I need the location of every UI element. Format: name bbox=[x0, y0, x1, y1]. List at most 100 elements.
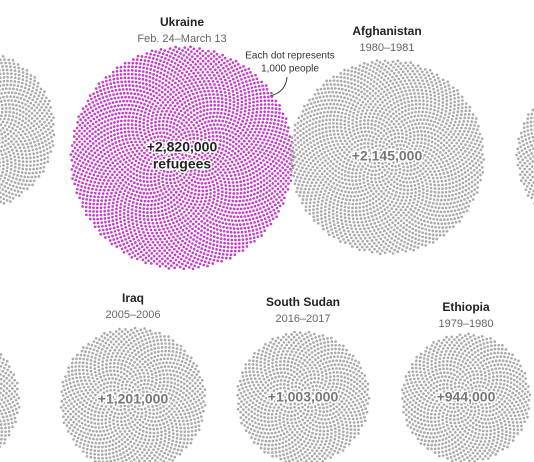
dot bbox=[127, 152, 130, 155]
dot bbox=[234, 174, 237, 177]
dot bbox=[200, 259, 203, 262]
dot bbox=[124, 226, 127, 229]
dot bbox=[423, 154, 426, 157]
dot bbox=[96, 160, 99, 163]
dot bbox=[368, 115, 371, 118]
dot bbox=[204, 209, 207, 212]
dot bbox=[145, 238, 148, 241]
dot bbox=[111, 173, 114, 176]
dot bbox=[210, 234, 213, 237]
dot bbox=[164, 84, 167, 87]
dot bbox=[140, 251, 143, 254]
dot bbox=[256, 100, 259, 103]
dot bbox=[211, 71, 214, 74]
dot bbox=[214, 206, 217, 209]
dot bbox=[395, 169, 398, 172]
dot bbox=[98, 192, 101, 195]
dot bbox=[81, 143, 84, 146]
dot bbox=[153, 260, 156, 263]
dot bbox=[140, 237, 143, 240]
dot bbox=[87, 117, 90, 120]
dot bbox=[43, 153, 46, 156]
dot bbox=[108, 224, 111, 227]
dot bbox=[9, 130, 12, 133]
dot bbox=[357, 110, 360, 113]
dot bbox=[247, 207, 250, 210]
dot bbox=[409, 132, 412, 135]
dot bbox=[121, 248, 124, 251]
dot bbox=[88, 184, 91, 187]
dot bbox=[186, 261, 189, 264]
dot bbox=[5, 173, 8, 176]
dot bbox=[257, 81, 260, 84]
dot bbox=[410, 165, 413, 168]
dot bbox=[411, 124, 414, 127]
dot bbox=[360, 186, 363, 189]
dot bbox=[78, 124, 81, 127]
dot bbox=[234, 246, 237, 249]
dot bbox=[130, 166, 133, 169]
dot bbox=[272, 209, 275, 212]
dot bbox=[374, 177, 377, 180]
dot bbox=[237, 80, 240, 83]
dot bbox=[103, 108, 106, 111]
dot bbox=[181, 49, 184, 52]
dot bbox=[92, 92, 95, 95]
dot bbox=[256, 96, 259, 99]
dot bbox=[143, 63, 146, 66]
dot bbox=[22, 75, 25, 78]
dot bbox=[31, 176, 34, 179]
dot bbox=[278, 151, 281, 154]
dot bbox=[189, 107, 192, 110]
dot bbox=[417, 183, 420, 186]
dot bbox=[132, 238, 135, 241]
dot bbox=[121, 135, 124, 138]
dot bbox=[257, 164, 260, 167]
dot bbox=[18, 93, 21, 96]
dot bbox=[364, 138, 367, 141]
dot bbox=[2, 164, 5, 167]
dot bbox=[378, 187, 381, 190]
dot bbox=[363, 126, 366, 129]
dot bbox=[229, 139, 232, 142]
dot bbox=[287, 188, 290, 191]
dot bbox=[138, 248, 141, 251]
dot bbox=[142, 122, 145, 125]
dot bbox=[103, 100, 106, 103]
dot bbox=[239, 75, 242, 78]
dot bbox=[263, 128, 266, 131]
dot bbox=[33, 160, 36, 163]
dot bbox=[18, 74, 21, 77]
dot bbox=[170, 196, 173, 199]
dot bbox=[165, 54, 168, 57]
dot bbox=[134, 140, 137, 143]
dot bbox=[160, 232, 163, 235]
dot bbox=[84, 158, 87, 161]
dot bbox=[391, 165, 394, 168]
dot bbox=[351, 172, 354, 175]
dot bbox=[1, 188, 4, 191]
dot bbox=[370, 123, 373, 126]
dot bbox=[390, 134, 393, 137]
dot bbox=[217, 208, 220, 211]
dot bbox=[145, 75, 148, 78]
dot bbox=[157, 225, 160, 228]
dot bbox=[203, 105, 206, 108]
dot bbox=[165, 224, 168, 227]
dot bbox=[414, 191, 417, 194]
dot bbox=[73, 183, 76, 186]
dot bbox=[372, 206, 375, 209]
dot bbox=[351, 176, 354, 179]
dot bbox=[12, 197, 15, 200]
dot bbox=[437, 135, 440, 138]
dot bbox=[13, 189, 16, 192]
dot bbox=[129, 148, 132, 151]
dot bbox=[404, 177, 407, 180]
dot bbox=[344, 130, 347, 133]
dot bbox=[135, 62, 138, 65]
dot bbox=[393, 181, 396, 184]
dot bbox=[123, 251, 126, 254]
dot bbox=[41, 97, 44, 100]
dot bbox=[341, 133, 344, 136]
dot bbox=[375, 169, 378, 172]
